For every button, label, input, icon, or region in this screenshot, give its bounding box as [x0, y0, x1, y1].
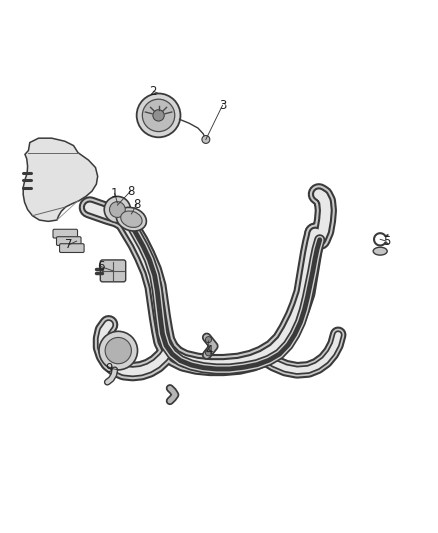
Text: 7: 7 [65, 238, 73, 251]
FancyBboxPatch shape [100, 260, 126, 282]
Text: 8: 8 [133, 198, 140, 211]
Text: 8: 8 [127, 184, 134, 198]
Text: 5: 5 [383, 235, 390, 248]
Text: 6: 6 [97, 260, 105, 273]
Ellipse shape [117, 207, 146, 231]
Ellipse shape [121, 211, 142, 228]
Circle shape [202, 135, 210, 143]
Polygon shape [23, 138, 98, 221]
Ellipse shape [373, 247, 387, 255]
Text: 9: 9 [106, 361, 113, 375]
Text: 4: 4 [205, 344, 213, 357]
Text: 2: 2 [149, 85, 157, 98]
Text: 1: 1 [111, 187, 119, 200]
Circle shape [142, 99, 175, 132]
Circle shape [205, 350, 212, 356]
Circle shape [105, 337, 131, 364]
FancyBboxPatch shape [60, 244, 84, 253]
Circle shape [104, 197, 131, 223]
Text: 3: 3 [219, 99, 226, 112]
FancyBboxPatch shape [57, 237, 81, 246]
Circle shape [153, 110, 164, 121]
Circle shape [205, 336, 212, 343]
Circle shape [137, 93, 180, 138]
FancyBboxPatch shape [53, 229, 78, 238]
Circle shape [99, 332, 138, 370]
Circle shape [110, 201, 125, 217]
